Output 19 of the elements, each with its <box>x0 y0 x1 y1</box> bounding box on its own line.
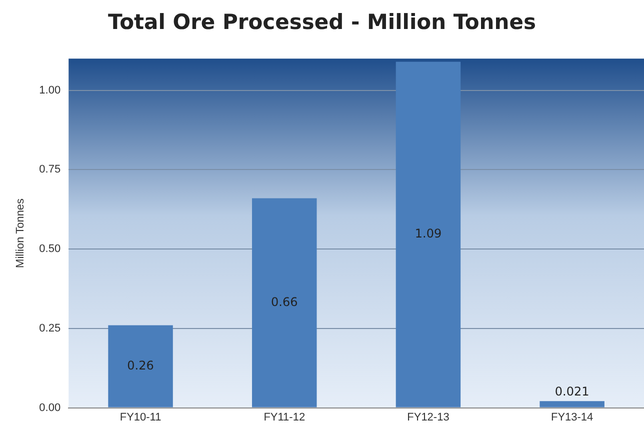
data-label: 0.66 <box>271 294 298 309</box>
data-label: 1.09 <box>414 226 442 241</box>
bar <box>108 325 173 408</box>
x-tick-label: FY12-13 <box>407 411 450 424</box>
y-tick-label: 0.50 <box>39 243 61 256</box>
chart-title: Total Ore Processed - Million Tonnes <box>107 10 537 36</box>
y-tick-label: 0.00 <box>39 402 61 414</box>
bar <box>252 198 317 408</box>
data-label: 0.26 <box>127 358 154 372</box>
y-tick-label: 0.75 <box>39 164 61 176</box>
bar <box>396 62 461 408</box>
y-tick-label: 0.25 <box>39 322 61 334</box>
data-label: 0.021 <box>554 384 590 398</box>
bar <box>540 401 604 408</box>
y-axis-title: Million Tonnes <box>14 198 27 268</box>
x-tick-label: FY10-11 <box>120 411 162 424</box>
x-tick-label: FY13-14 <box>550 411 594 424</box>
x-tick-label: FY11-12 <box>264 411 306 424</box>
y-tick-label: 1.00 <box>39 84 61 96</box>
